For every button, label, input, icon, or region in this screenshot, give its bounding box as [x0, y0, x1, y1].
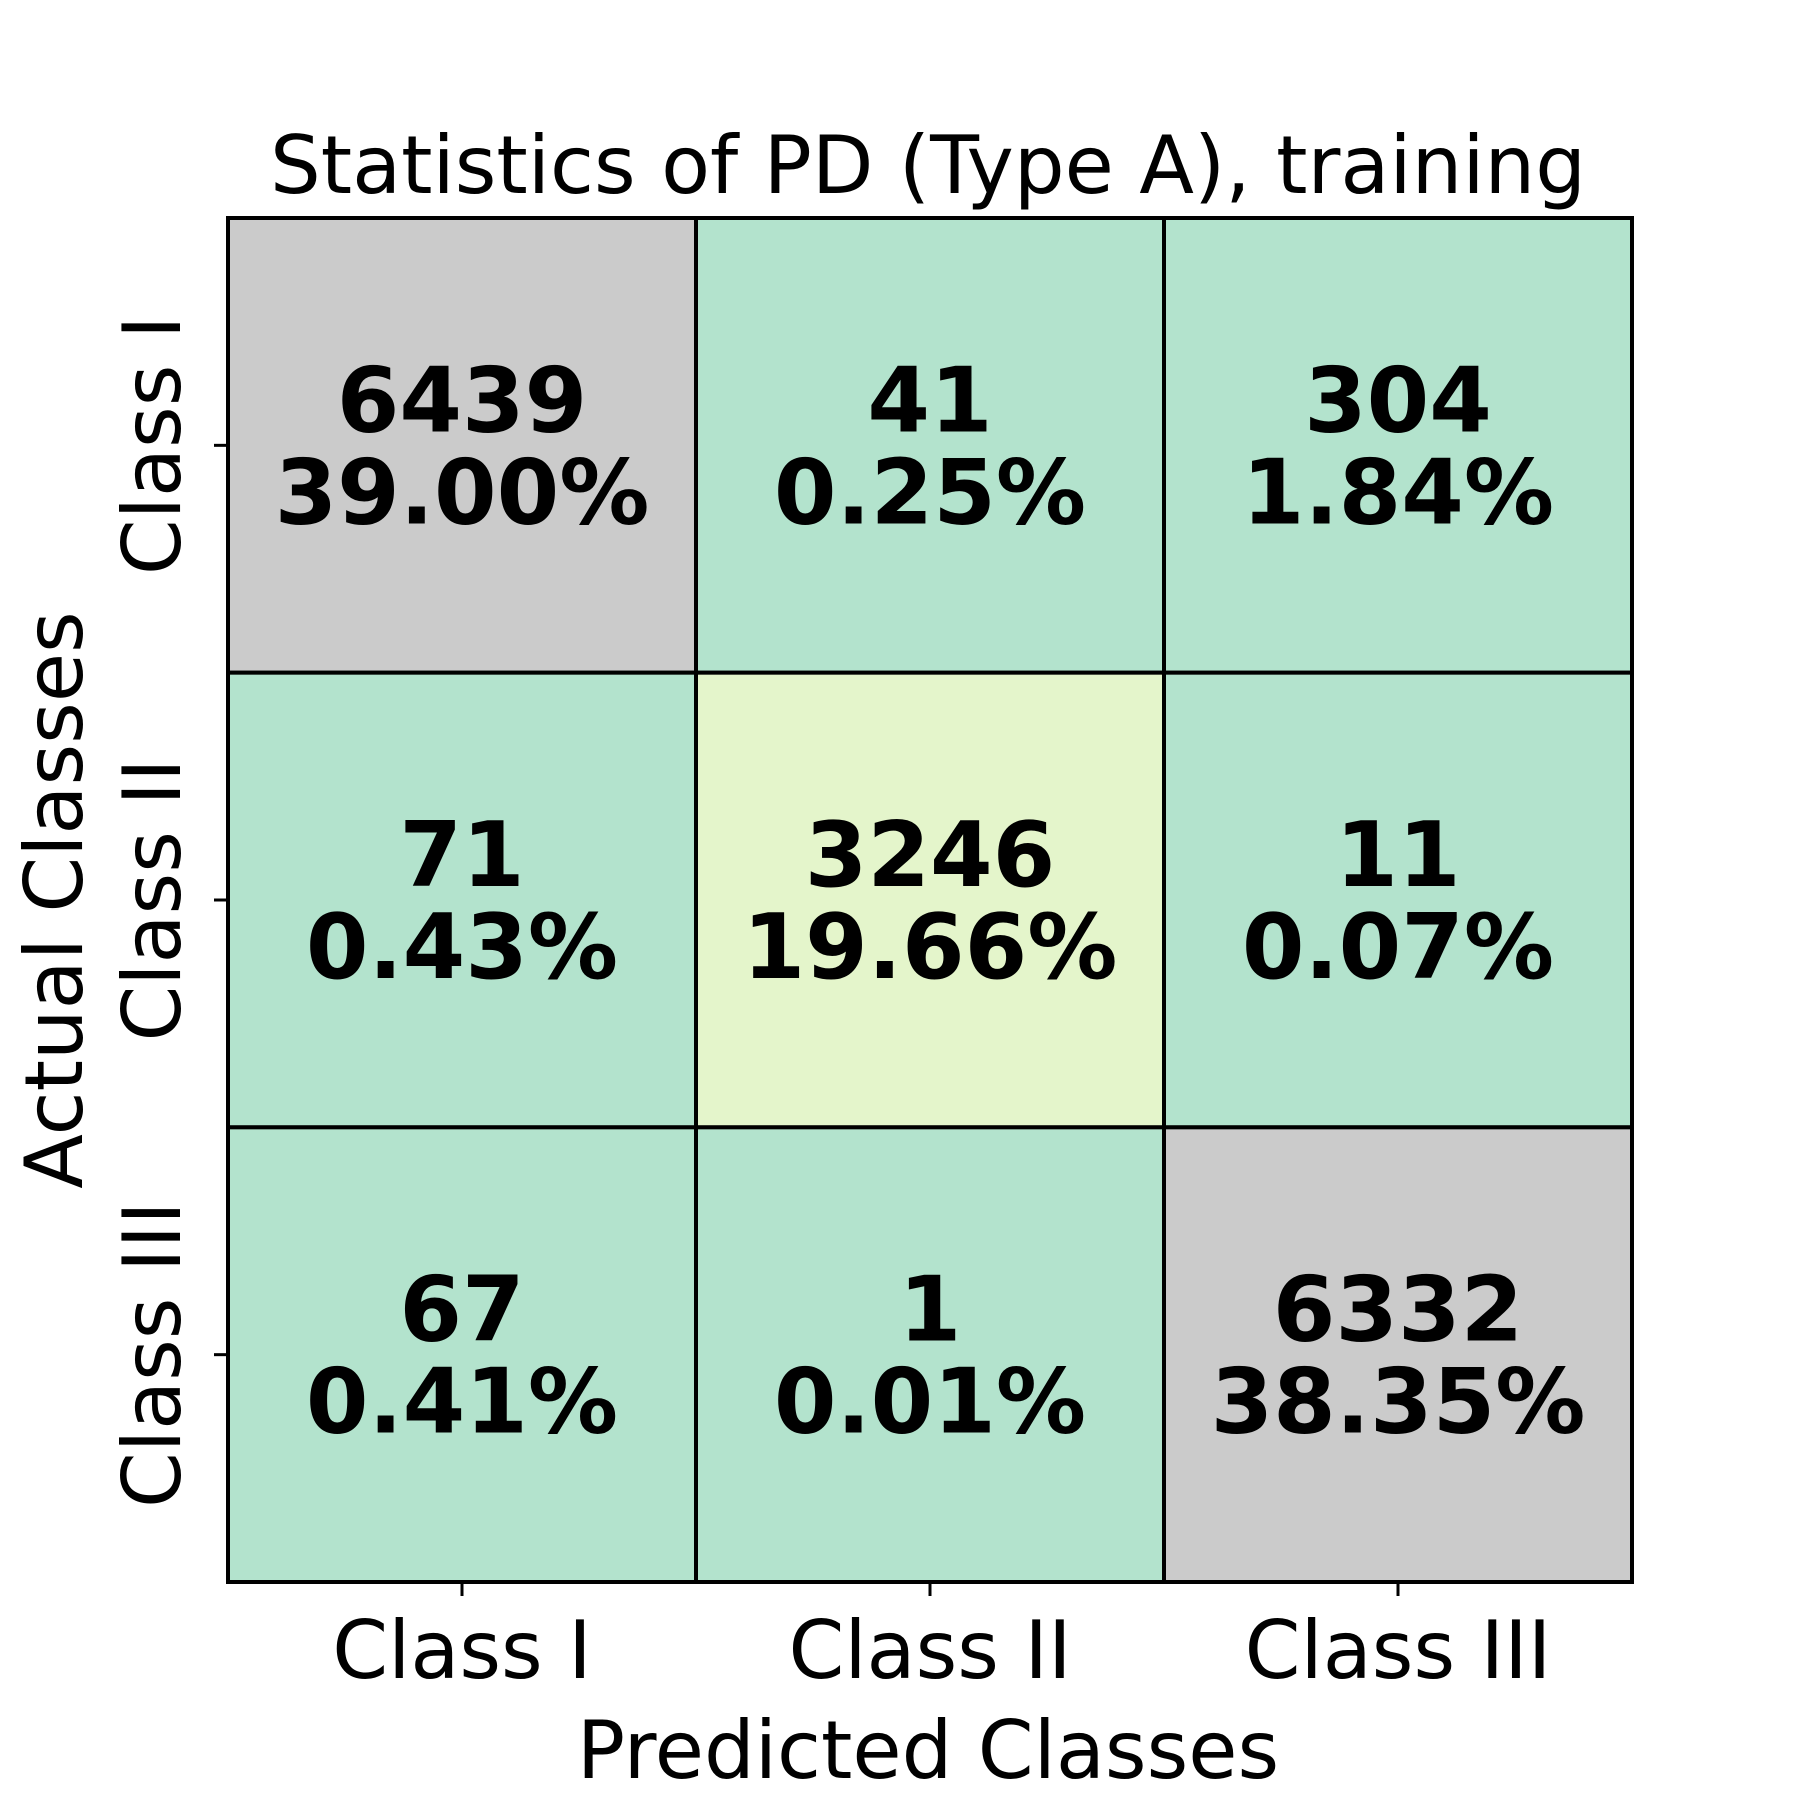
- heatmap-cell-r2-c2: [694, 670, 1166, 1130]
- cell-count-r1-c1: 6439: [337, 348, 588, 453]
- x-tick-label-1: Class I: [332, 1604, 592, 1697]
- heatmap-cell-r1-c2: [694, 216, 1166, 675]
- cell-percent-r2-c3: 0.07%: [1242, 895, 1554, 1000]
- cell-count-r1-c2: 41: [867, 348, 992, 453]
- cell-count-r2-c2: 3246: [805, 803, 1056, 908]
- y-tick-label-3: Class III: [106, 1201, 199, 1508]
- cell-percent-r2-c2: 19.66%: [743, 895, 1118, 1000]
- heatmap-cell-r1-c1: [226, 216, 698, 675]
- cell-percent-r3-c1: 0.41%: [306, 1350, 618, 1455]
- y-axis-label: Actual Classes: [8, 611, 101, 1188]
- cell-count-r3-c3: 6332: [1273, 1258, 1524, 1363]
- y-tick-label-2: Class II: [106, 758, 199, 1041]
- cell-percent-r3-c3: 38.35%: [1211, 1350, 1586, 1455]
- heatmap-cell-r2-c3: [1162, 670, 1634, 1130]
- cell-percent-r2-c1: 0.43%: [306, 895, 618, 1000]
- cell-count-r2-c3: 11: [1335, 803, 1460, 908]
- cell-percent-r1-c3: 1.84%: [1242, 440, 1554, 545]
- cell-percent-r1-c1: 39.00%: [275, 440, 650, 545]
- heatmap-cell-r2-c1: [226, 670, 698, 1130]
- cell-count-r3-c2: 1: [899, 1258, 962, 1363]
- heatmap-cell-r3-c2: [694, 1125, 1166, 1585]
- y-tick-label-1: Class I: [106, 316, 199, 576]
- x-axis-label: Predicted Classes: [577, 1704, 1279, 1797]
- x-axis-ticks: Class I Class II Class III: [332, 1582, 1551, 1697]
- heatmap-cells: [226, 216, 1634, 1585]
- cell-percent-r1-c2: 0.25%: [774, 440, 1086, 545]
- cell-percent-r3-c2: 0.01%: [774, 1350, 1086, 1455]
- cell-count-r3-c1: 67: [399, 1258, 524, 1363]
- x-tick-label-3: Class III: [1245, 1604, 1552, 1697]
- cell-count-r2-c1: 71: [399, 803, 524, 908]
- cell-count-r1-c3: 304: [1304, 348, 1492, 453]
- chart-title: Statistics of PD (Type A), training: [270, 119, 1586, 212]
- y-axis-ticks: Class I Class II Class III: [106, 316, 228, 1508]
- x-tick-label-2: Class II: [788, 1604, 1071, 1697]
